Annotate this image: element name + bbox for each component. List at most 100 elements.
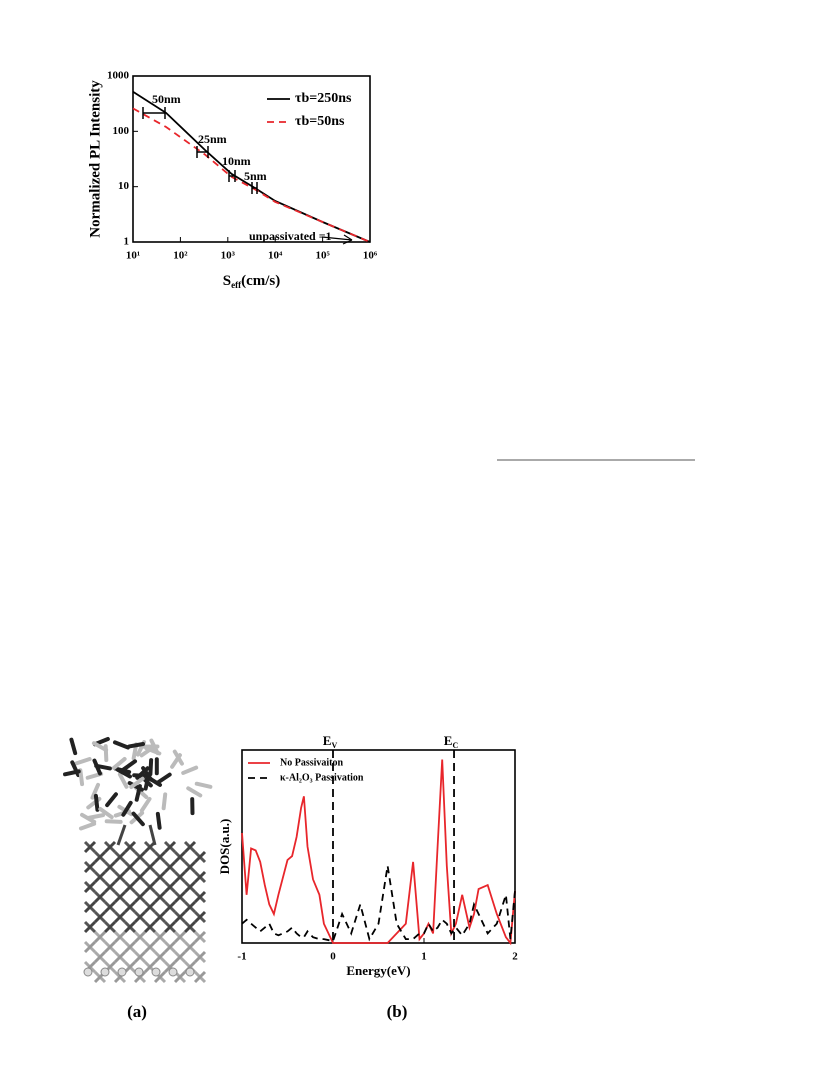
bond <box>163 900 177 914</box>
y-tick-label: 1000 <box>107 70 130 82</box>
bond <box>143 920 157 934</box>
bond <box>143 900 157 914</box>
bond <box>113 910 127 924</box>
bond <box>103 860 117 874</box>
bond <box>113 870 127 884</box>
bond <box>83 920 97 934</box>
series-line <box>132 107 371 243</box>
bond <box>111 756 127 770</box>
label-part: E <box>444 733 453 748</box>
bond <box>143 960 157 974</box>
bond <box>143 860 157 874</box>
bond <box>170 753 182 769</box>
bond <box>113 850 127 864</box>
x-tick-label: 0 <box>330 951 336 963</box>
atom <box>100 967 110 977</box>
bond <box>173 870 187 884</box>
bond <box>163 940 177 954</box>
bond <box>193 950 207 964</box>
bond <box>93 850 107 864</box>
atom <box>185 967 195 977</box>
bond <box>105 792 118 808</box>
bond <box>193 970 207 984</box>
x-tick-label: 10⁴ <box>268 250 283 262</box>
bond <box>193 850 207 864</box>
atom <box>83 967 93 977</box>
bond <box>135 766 150 780</box>
bond <box>94 763 112 771</box>
bond <box>117 772 129 789</box>
bond <box>134 784 142 802</box>
bond <box>83 860 97 874</box>
bond <box>153 970 167 984</box>
bond <box>93 910 107 924</box>
bond <box>133 930 147 944</box>
bond <box>103 880 117 894</box>
x-tick-label: -1 <box>237 951 246 963</box>
bond <box>153 910 167 924</box>
bond <box>83 940 97 954</box>
annotation: 5nm <box>244 169 267 183</box>
bond <box>113 950 127 964</box>
atom <box>168 967 178 977</box>
bond <box>78 768 85 787</box>
bond <box>155 811 162 830</box>
bond <box>163 840 177 854</box>
bond <box>183 880 197 894</box>
bond <box>127 741 146 749</box>
bond <box>161 792 168 811</box>
annotation: 10nm <box>222 154 251 168</box>
bond <box>194 781 213 789</box>
bond <box>143 940 157 954</box>
bond <box>69 737 78 756</box>
bond <box>103 940 117 954</box>
bond <box>163 880 177 894</box>
bond <box>173 890 187 904</box>
bond <box>133 870 147 884</box>
x-axis-label: Energy(eV) <box>346 963 410 978</box>
label-part: Energy(eV) <box>346 963 410 978</box>
plot-frame <box>132 75 371 243</box>
series-line <box>241 865 516 943</box>
bond <box>148 824 157 846</box>
series-line <box>241 759 516 946</box>
label-part: E <box>323 733 332 748</box>
atom <box>134 967 144 977</box>
bond <box>183 900 197 914</box>
caption: (b) <box>387 1002 408 1021</box>
bond <box>113 890 127 904</box>
bond <box>139 796 152 813</box>
bond <box>173 910 187 924</box>
bond <box>123 940 137 954</box>
y-tick-label: 1 <box>124 236 130 248</box>
caption: (a) <box>127 1002 147 1021</box>
bond <box>123 840 137 854</box>
bond <box>173 950 187 964</box>
x-tick-label: 10¹ <box>126 250 140 262</box>
label-part: C <box>452 741 458 750</box>
bond <box>173 850 187 864</box>
annotation: 50nm <box>152 92 181 106</box>
bond <box>133 950 147 964</box>
bond <box>123 860 137 874</box>
bond <box>183 920 197 934</box>
label-part: V <box>331 741 337 750</box>
bond <box>113 930 127 944</box>
x-axis-label: Seff(cm/s) <box>223 273 281 290</box>
bond <box>163 860 177 874</box>
bond <box>83 840 97 854</box>
bond <box>112 740 130 750</box>
bond <box>133 970 147 984</box>
x-tick-label: 10⁵ <box>315 250 330 262</box>
bond <box>193 890 207 904</box>
bond <box>153 870 167 884</box>
bond <box>123 920 137 934</box>
bond <box>183 860 197 874</box>
bond <box>139 745 156 758</box>
y-axis-label: DOS(a.u.) <box>217 819 232 875</box>
legend-label: τb=50ns <box>295 114 345 129</box>
bond <box>123 880 137 894</box>
x-tick-label: 10⁶ <box>363 250 378 262</box>
bond <box>149 738 160 756</box>
